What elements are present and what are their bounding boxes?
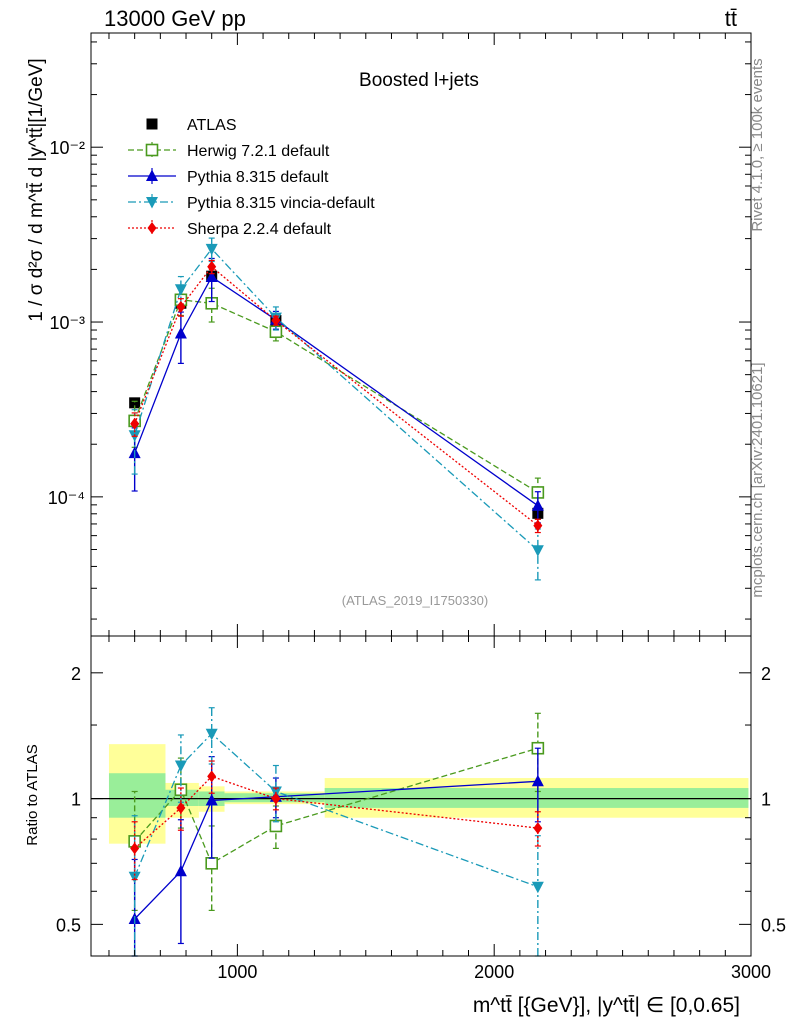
- legend-label-pythia: Pythia 8.315 default: [187, 169, 329, 186]
- data-point-sherpa: [207, 260, 217, 273]
- legend-marker-herwig: [145, 143, 159, 157]
- data-point-sherpa: [271, 314, 281, 327]
- data-point-vincia: [531, 881, 544, 894]
- y-tick-label: 10⁻²: [49, 138, 85, 158]
- data-point-pythia: [531, 499, 544, 511]
- main-y-axis-label: 1 / σ d²σ / d m^tt̄ d |y^tt̄|[1/GeV]: [26, 58, 47, 321]
- ratio-y-axis-label: Ratio to ATLAS: [24, 744, 41, 845]
- ratio-y-tick-label: 0.5: [56, 915, 81, 935]
- ratio-y-tick-label: 2: [71, 664, 81, 684]
- ratio-panel-frame: [90, 635, 752, 957]
- main-panel-y-axis: 10⁻⁴ 10⁻³ 10⁻²: [48, 33, 752, 636]
- x-tick-label: 3000: [731, 962, 771, 982]
- analysis-watermark: (ATLAS_2019_I1750330): [342, 593, 488, 608]
- mcplots-label: mcplots.cern.ch [arXiv:2401.10621]: [749, 362, 766, 597]
- legend-marker-vincia: [146, 197, 158, 209]
- data-point-pythia: [531, 774, 544, 787]
- data-point-sherpa: [271, 792, 281, 805]
- legend-label-herwig: Herwig 7.2.1 default: [187, 143, 330, 160]
- main-panel-plot-area: [128, 237, 545, 581]
- rivet-version-label: Rivet 4.1.0, ≥ 100k events: [749, 58, 766, 231]
- legend-label-atlas: ATLAS: [187, 117, 237, 134]
- ratio-uncertainty-bands: [108, 744, 749, 844]
- data-point-vincia: [174, 284, 187, 296]
- legend-marker-pythia: [146, 169, 158, 181]
- data-point-sherpa: [176, 801, 186, 814]
- data-point-atlas: [129, 397, 141, 409]
- band-inner: [165, 789, 199, 807]
- series-line-herwig: [134, 299, 539, 493]
- data-point-herwig: [205, 857, 219, 870]
- data-point-pythia: [205, 270, 218, 282]
- data-point-sherpa: [130, 417, 140, 430]
- ratio-y-tick-label-right: 1: [761, 790, 771, 810]
- data-point-sherpa: [533, 822, 543, 835]
- data-point-sherpa: [130, 842, 140, 855]
- ratio-y-tick-label-right: 2: [761, 664, 771, 684]
- data-point-vincia: [205, 728, 218, 741]
- data-point-sherpa: [207, 770, 217, 783]
- data-point-vincia: [128, 871, 141, 884]
- data-point-sherpa: [176, 300, 186, 313]
- header-process-label: tt̄: [725, 6, 737, 31]
- ratio-panel-plot-area: [91, 707, 751, 957]
- ratio-panel-axes: 0.5 0.5 1 1 2 2 1000 2000 3000: [56, 636, 786, 982]
- ratio-y-tick-label-right: 0.5: [761, 915, 786, 935]
- series-line-vincia: [134, 247, 539, 551]
- data-point-vincia: [531, 545, 544, 557]
- main-panel-title: Boosted l+jets: [359, 70, 479, 91]
- y-tick-label: 10⁻³: [49, 313, 85, 333]
- data-point-pythia: [205, 793, 218, 806]
- legend-marker-atlas: [146, 118, 158, 130]
- data-point-vincia: [174, 760, 187, 773]
- y-tick-label: 10⁻⁴: [48, 488, 85, 508]
- data-point-vincia: [205, 243, 218, 256]
- ratio-y-tick-label: 1: [71, 790, 81, 810]
- legend-label-vincia: Pythia 8.315 vincia-default: [187, 195, 375, 212]
- data-point-sherpa: [533, 519, 543, 532]
- series-line-sherpa: [134, 265, 539, 527]
- legend-label-sherpa: Sherpa 2.2.4 default: [187, 221, 332, 238]
- x-tick-label: 2000: [474, 962, 514, 982]
- legend: ATLAS Herwig 7.2.1 default Pythia 8.315 de…: [128, 117, 375, 238]
- legend-marker-sherpa: [147, 222, 157, 234]
- data-point-pythia: [174, 864, 187, 877]
- data-point-pythia: [174, 326, 187, 339]
- x-tick-label: 1000: [217, 962, 257, 982]
- series-line-pythia: [134, 276, 539, 507]
- band-inner: [108, 773, 166, 818]
- header-energy-label: 13000 GeV pp: [104, 6, 246, 31]
- x-axis-label: m^tt̄ [{GeV}], |y^tt̄| ∈ [0,0.65]: [473, 994, 740, 1017]
